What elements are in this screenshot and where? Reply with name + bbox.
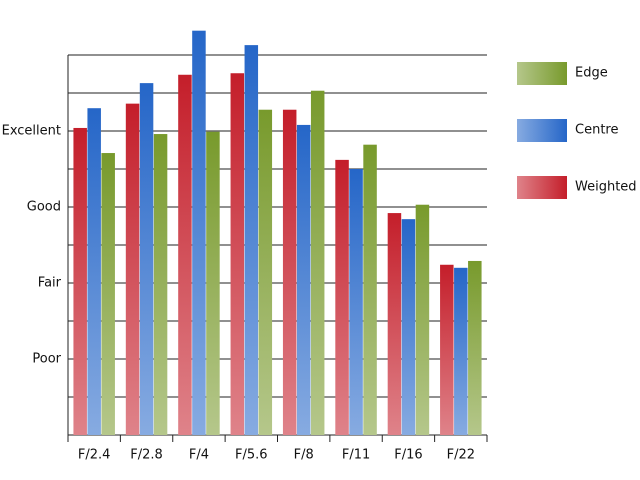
bar (125, 103, 140, 435)
bar (87, 108, 101, 435)
bar (401, 219, 416, 435)
x-tick-label: F/16 (394, 448, 422, 463)
x-tick-label: F/5.6 (235, 448, 268, 463)
bar (101, 153, 115, 436)
bar (349, 169, 363, 435)
bar (139, 83, 154, 436)
bar (153, 134, 168, 436)
bar (454, 267, 468, 435)
bar (387, 213, 402, 435)
bar (335, 159, 349, 435)
y-tick-label: Poor (32, 352, 61, 367)
x-tick-label: F/4 (189, 448, 209, 463)
legend-swatch (517, 62, 567, 85)
bar (310, 90, 325, 435)
legend-swatch (517, 119, 567, 142)
legend-label: Weighted (575, 180, 637, 195)
bar (73, 127, 87, 436)
bar (258, 109, 273, 435)
legend-swatch (517, 176, 567, 199)
bar (244, 45, 259, 436)
bar (296, 124, 311, 436)
legend-label: Edge (575, 66, 608, 81)
bar (178, 74, 192, 435)
bar (440, 264, 454, 435)
bar (415, 204, 430, 435)
legend-label: Centre (575, 123, 618, 138)
x-tick-label: F/11 (342, 448, 370, 463)
x-tick-label: F/2.8 (130, 448, 163, 463)
bar (230, 73, 245, 436)
y-tick-label: Excellent (2, 124, 61, 139)
bar (206, 131, 220, 435)
x-tick-label: F/2.4 (78, 448, 111, 463)
x-tick-label: F/8 (294, 448, 314, 463)
y-tick-label: Fair (38, 276, 62, 291)
bar (363, 144, 377, 435)
bar (468, 260, 482, 435)
bar (282, 109, 297, 435)
y-tick-label: Good (27, 200, 61, 215)
x-tick-label: F/22 (447, 448, 475, 463)
bar (192, 30, 206, 436)
